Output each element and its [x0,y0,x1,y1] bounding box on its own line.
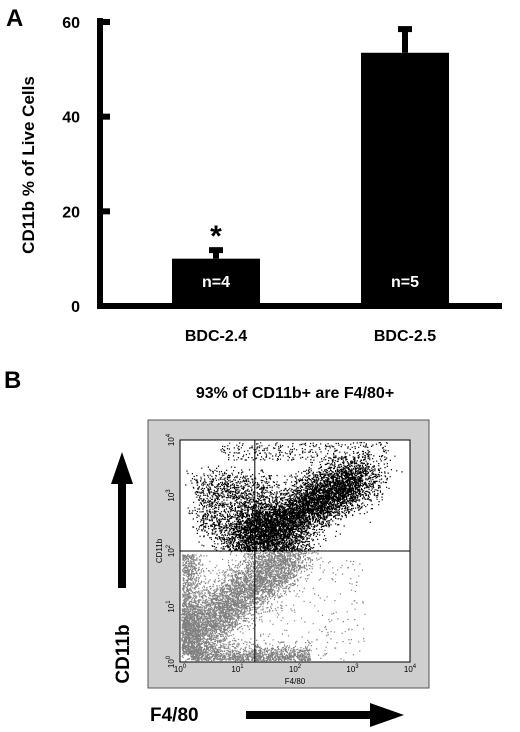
y-tick-label: 102 [166,544,176,557]
bar-n-label: n=5 [391,274,419,291]
y-tick-label: 104 [166,433,176,446]
y-axis-label: CD11b % of Live Cells [19,76,38,254]
x-tick-label: BDC-2.5 [374,328,436,345]
cd11b-positive-dots [185,442,403,553]
x-arrow [246,703,404,727]
outer-x-label: F4/80 [150,705,199,726]
panel-b-title: 93% of CD11b+ are F4/80+ [196,385,394,402]
inner-x-axis-label: F4/80 [285,677,306,686]
y-arrow [111,452,133,588]
y-tick-label: 20 [62,204,80,221]
scatter-points [181,442,403,663]
panel-b-label: B [4,367,21,394]
inner-y-axis-label: CD11b [155,538,164,563]
significance-asterisk: * [210,220,222,253]
right-arrow-icon [370,703,404,727]
up-arrow-icon [111,452,133,484]
x-tick-label: 101 [231,664,244,674]
y-tick-label: 40 [62,110,80,127]
x-tick-label: BDC-2.4 [185,328,247,345]
outer-y-label: CD11b [113,624,134,683]
y-tick-label: 0 [71,299,80,316]
x-tick-label: 100 [174,664,187,674]
bar-n-label: n=4 [202,274,230,291]
x-tick-label: 102 [289,664,302,674]
x-tick-label: 103 [346,664,359,674]
y-tick-label: 100 [166,655,176,668]
y-tick-label: 103 [166,489,176,502]
y-tick-label: 101 [166,600,176,613]
bar-bdc-2.4 [172,258,260,306]
y-tick-label: 60 [62,15,80,32]
cd11b-negative-dots [181,551,366,663]
panel-a-label: A [6,5,23,32]
bar-chart: CD11b % of Live Cells 0 20 40 60 n=4 BDC-2.4… [19,15,502,345]
x-tick-label: 104 [404,664,417,674]
bar-bdc-2.5 [361,52,449,307]
